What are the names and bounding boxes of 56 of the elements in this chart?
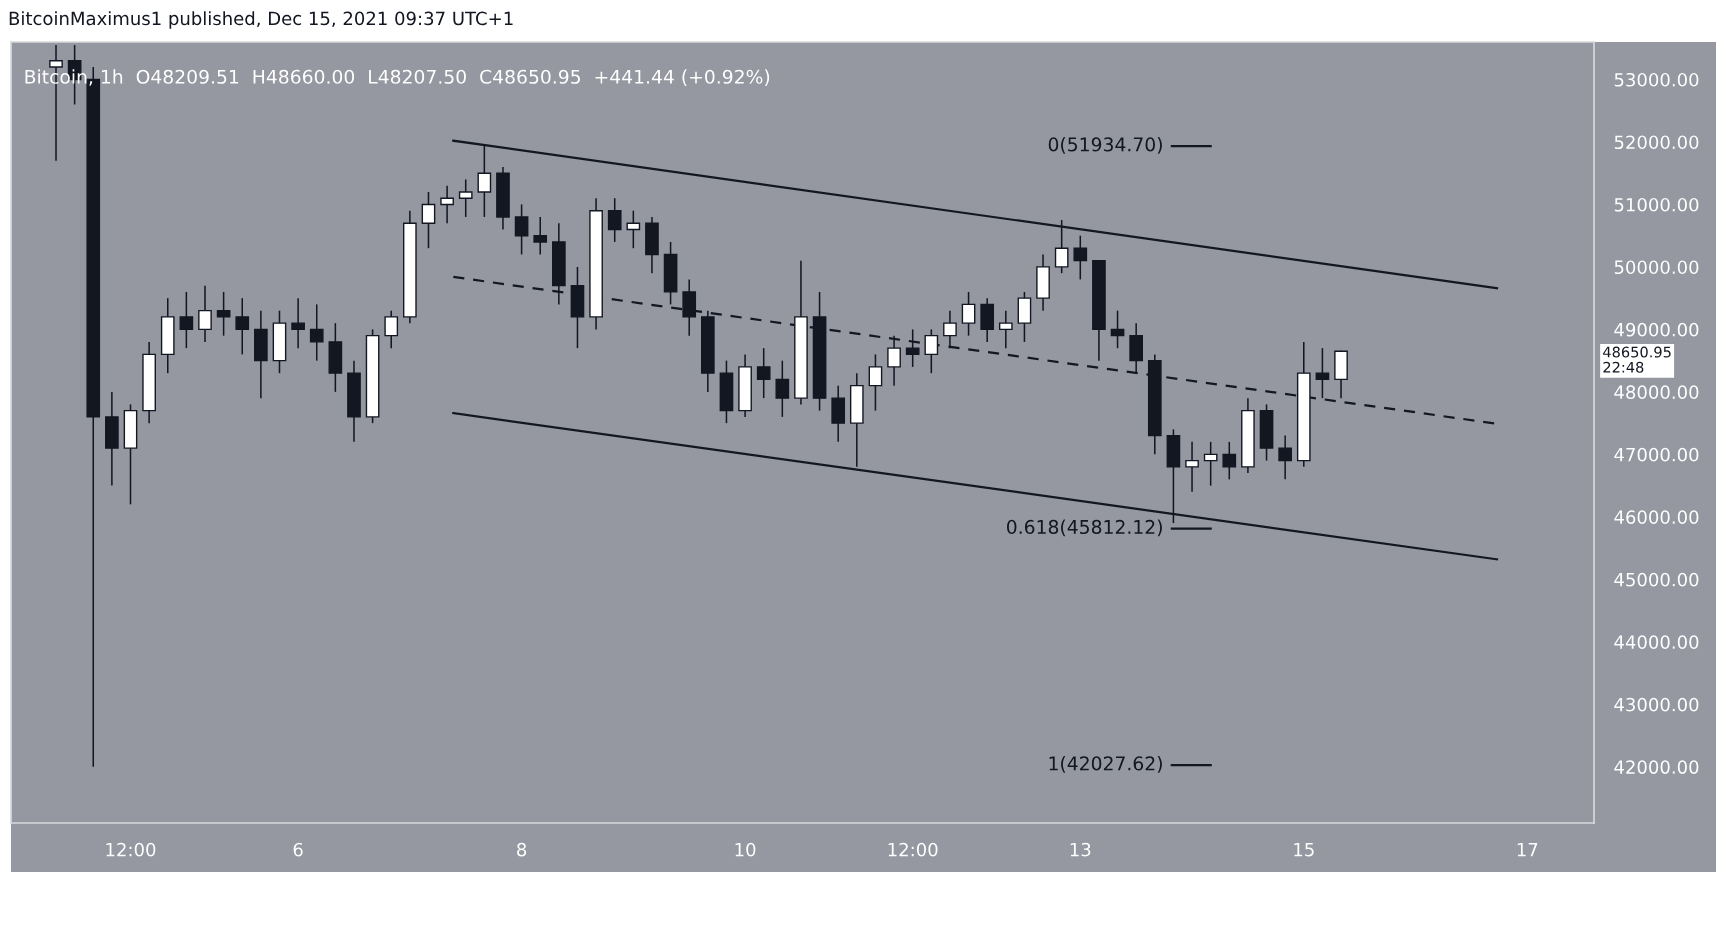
candlestick	[626, 209, 641, 249]
candlestick	[756, 347, 771, 399]
y-tick-label: 43000.00	[1614, 697, 1699, 712]
y-tick-label: 48000.00	[1614, 385, 1699, 399]
candlestick	[1278, 434, 1293, 481]
y-tick-label: 46000.00	[1614, 510, 1699, 524]
annotation: 0.618(45812.12)	[1006, 519, 1162, 537]
candlestick	[943, 309, 957, 349]
text: BitcoinMaximus1 published, Dec 15, 2021 09:37 UTC+1	[9, 11, 513, 29]
candlestick	[1054, 219, 1069, 274]
candlestick	[1222, 441, 1237, 481]
candlestick	[961, 291, 976, 337]
candlestick	[887, 334, 901, 387]
annotation: 0(51934.70)	[1048, 137, 1162, 154]
x-tick-label: 12:00	[106, 842, 156, 857]
candlestick	[1073, 234, 1088, 281]
candlestick	[235, 297, 250, 356]
x-tick-label: 17	[1517, 843, 1538, 857]
x-tick-label: 12:00	[888, 842, 938, 857]
annotation: 1(42027.62)	[1049, 755, 1162, 773]
candlestick	[905, 328, 920, 368]
candlestick	[384, 309, 399, 349]
candlestick	[179, 291, 194, 349]
candlestick	[1185, 441, 1199, 493]
candlestick	[440, 184, 454, 224]
text: 48650.95 22:48	[1603, 346, 1671, 373]
candlestick	[868, 353, 883, 412]
candlestick	[514, 203, 529, 256]
candlestick	[198, 284, 212, 343]
y-tick-label: 51000.00	[1614, 197, 1699, 212]
candlestick	[775, 359, 790, 418]
y-tick-label: 44000.00	[1614, 635, 1699, 649]
candlestick	[309, 303, 324, 362]
candlestick	[924, 328, 939, 374]
candlestick	[533, 216, 548, 256]
y-tick-label: 52000.00	[1614, 135, 1699, 150]
candlestick	[477, 144, 492, 218]
candlestick	[1203, 441, 1218, 487]
candlestick	[216, 291, 231, 337]
candlestick	[998, 309, 1013, 349]
y-tick-label: 50000.00	[1614, 260, 1699, 275]
x-tick-label: 8	[517, 842, 527, 857]
candlestick	[607, 197, 622, 243]
y-tick-label: 42000.00	[1614, 760, 1699, 774]
y-tick-label: 49000.00	[1614, 322, 1699, 337]
x-tick-label: 13	[1070, 842, 1091, 857]
candlestick	[291, 297, 305, 349]
y-tick-label: 47000.00	[1614, 447, 1699, 462]
x-tick-label: 10	[735, 842, 756, 857]
y-tick-label: 53000.00	[1614, 72, 1699, 87]
candlestick	[421, 191, 436, 249]
candlestick	[458, 178, 473, 218]
y-tick-label: 45000.00	[1614, 572, 1699, 587]
x-tick-label: 6	[293, 842, 303, 857]
candlestick	[1315, 347, 1330, 399]
x-tick-label: 15	[1294, 843, 1314, 857]
